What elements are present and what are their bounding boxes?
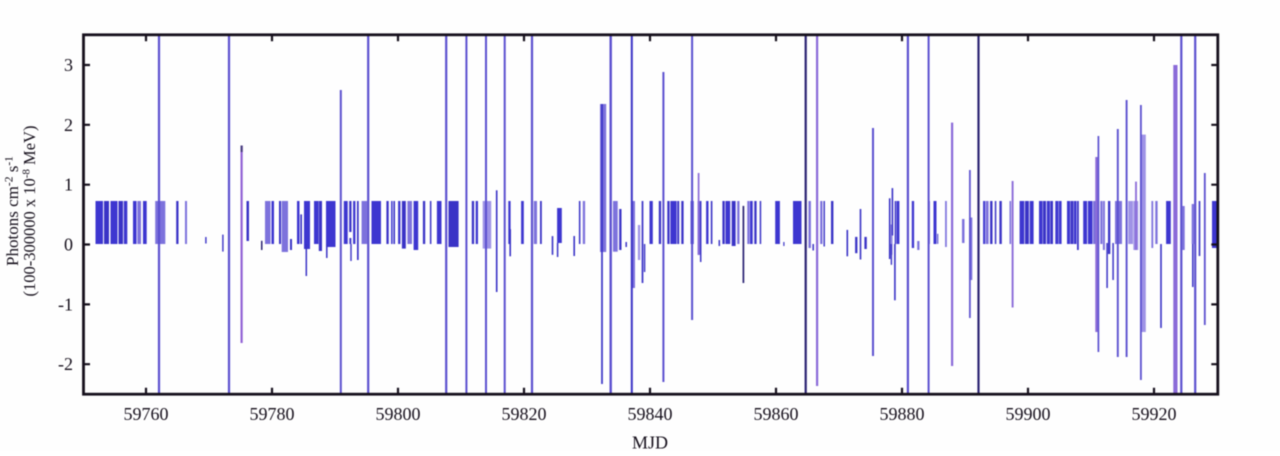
svg-text:3: 3	[64, 55, 73, 75]
svg-text:0: 0	[64, 235, 73, 255]
svg-text:59760: 59760	[124, 404, 169, 424]
svg-text:2: 2	[64, 115, 73, 135]
svg-text:59860: 59860	[754, 404, 799, 424]
svg-text:-2: -2	[58, 354, 73, 374]
svg-text:59840: 59840	[628, 404, 673, 424]
svg-text:59900: 59900	[1006, 404, 1051, 424]
svg-text:59820: 59820	[502, 404, 547, 424]
svg-text:MJD: MJD	[632, 433, 668, 452]
svg-text:59780: 59780	[250, 404, 295, 424]
svg-text:59800: 59800	[376, 404, 421, 424]
svg-text:-1: -1	[58, 294, 73, 314]
svg-text:1: 1	[64, 175, 73, 195]
svg-text:(100-300000 x 10-8 MeV): (100-300000 x 10-8 MeV)	[20, 126, 39, 297]
svg-text:59880: 59880	[880, 404, 925, 424]
svg-text:59920: 59920	[1132, 404, 1177, 424]
